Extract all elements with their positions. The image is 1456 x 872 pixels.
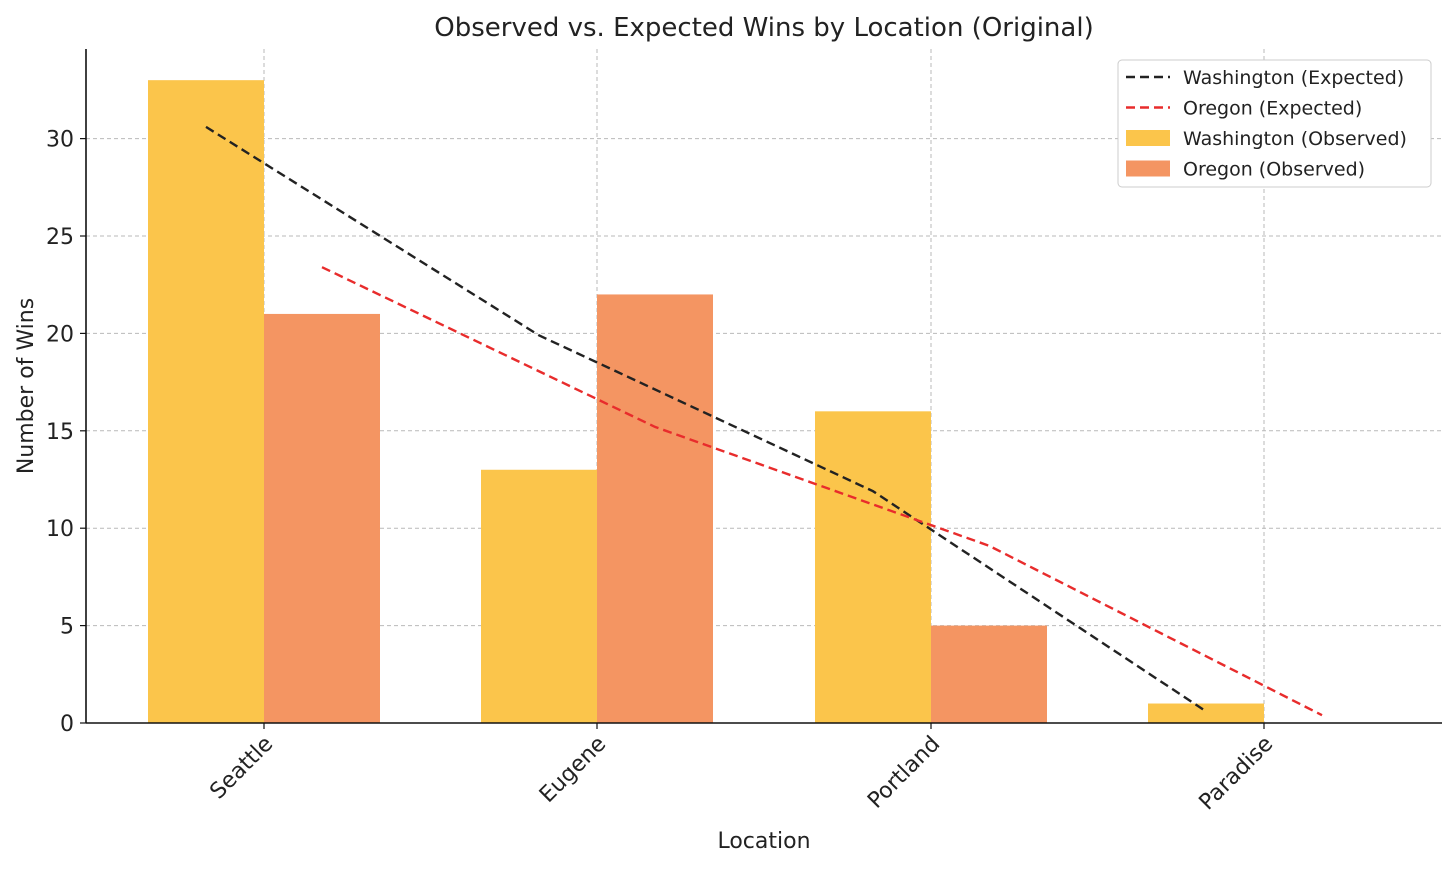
legend-label-oregon-observed: Oregon (Observed) (1183, 159, 1365, 181)
x-axis-label: Location (717, 829, 810, 854)
bars-layer (148, 80, 1264, 724)
y-tick-label: 30 (46, 128, 74, 153)
legend-swatch-oregon-observed (1126, 160, 1170, 177)
bar-washington-observed (148, 80, 264, 724)
y-axis-label: Number of Wins (14, 298, 39, 474)
y-tick-label: 5 (60, 615, 74, 640)
bar-oregon-observed (931, 625, 1047, 723)
bar-washington-observed (481, 469, 597, 723)
y-tick-label: 10 (46, 517, 74, 542)
legend-label-oregon-expected: Oregon (Expected) (1183, 98, 1362, 120)
y-tick-label: 0 (60, 712, 74, 737)
x-tick-label: Eugene (535, 732, 611, 808)
y-tick-label: 20 (46, 322, 74, 347)
legend-label-washington-observed: Washington (Observed) (1183, 128, 1407, 150)
lines-layer (205, 125, 1323, 717)
bar-washington-observed (1148, 703, 1264, 723)
bar-oregon-observed (597, 294, 713, 723)
chart-legend: Washington (Expected) Oregon (Expected) Wa… (1117, 59, 1432, 188)
legend-frame (1117, 59, 1432, 188)
x-tick-label: Paradise (1195, 732, 1279, 816)
bar-oregon-observed (264, 313, 380, 723)
line-washington-expected (205, 125, 1207, 713)
y-tick-label: 25 (46, 225, 74, 250)
legend-label-washington-expected: Washington (Expected) (1183, 67, 1404, 89)
x-tick-label: Seattle (205, 732, 278, 805)
x-tick-label: Portland (863, 732, 945, 814)
chart-title: Observed vs. Expected Wins by Location (… (434, 13, 1093, 43)
legend-swatch-washington-observed (1126, 130, 1170, 146)
bar-washington-observed (815, 411, 931, 723)
y-tick-label: 15 (46, 420, 74, 445)
line-oregon-expected (321, 266, 1323, 717)
